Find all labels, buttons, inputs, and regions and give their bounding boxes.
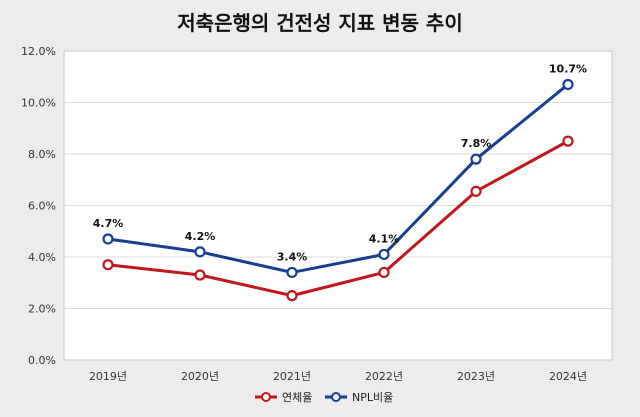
data-point	[102, 233, 114, 245]
x-tick-label: 2021년	[273, 370, 311, 383]
y-tick-label: 0.0%	[28, 354, 56, 367]
x-tick-label: 2023년	[457, 370, 495, 383]
y-tick-label: 2.0%	[28, 303, 56, 316]
y-tick-label: 6.0%	[28, 200, 56, 213]
data-point	[562, 78, 574, 91]
data-labels: 4.7% 4.2% 3.4% 4.1% 7.8% 10.7%	[93, 62, 587, 263]
data-point	[470, 185, 482, 197]
y-tick-label: 4.0%	[28, 251, 56, 264]
data-point	[286, 290, 298, 302]
data-label: 4.2%	[185, 230, 216, 243]
series-lines	[107, 83, 569, 298]
data-point	[470, 153, 482, 165]
data-label: 7.8%	[461, 137, 492, 150]
series-line-1	[107, 139, 569, 298]
data-point	[286, 266, 298, 279]
legend-swatch-marker	[331, 392, 341, 402]
y-tick-label: 8.0%	[28, 148, 56, 161]
data-point	[194, 269, 206, 281]
gridlines	[64, 102, 612, 309]
data-label: 4.1%	[369, 232, 400, 245]
data-point	[102, 259, 114, 271]
x-tick-label: 2022년	[365, 370, 403, 383]
x-tick-label: 2024년	[549, 370, 587, 383]
data-label: 10.7%	[549, 62, 587, 75]
x-tick-label: 2020년	[181, 370, 219, 383]
x-axis: 2019년 2020년 2021년 2022년 2023년 2024년	[89, 370, 587, 383]
y-tick-label: 12.0%	[21, 45, 56, 58]
legend-label: 연체율	[282, 391, 312, 404]
data-point	[378, 266, 390, 279]
data-label: 3.4%	[277, 250, 308, 263]
y-tick-label: 10.0%	[21, 97, 56, 110]
chart-title: 저축은행의 건전성 지표 변동 추이	[177, 11, 462, 35]
data-point	[562, 135, 574, 147]
data-label: 4.7%	[93, 217, 124, 230]
data-point	[194, 246, 206, 258]
x-tick-label: 2019년	[89, 370, 127, 383]
data-point	[378, 248, 390, 261]
legend: 연체율 NPL비율	[255, 391, 393, 404]
y-axis: 0.0% 2.0% 4.0% 6.0% 8.0% 10.0% 12.0%	[21, 45, 56, 367]
legend-swatch-marker	[261, 392, 271, 402]
legend-label: NPL비율	[352, 391, 393, 404]
series-markers	[102, 78, 574, 302]
series-line-2	[107, 83, 569, 274]
